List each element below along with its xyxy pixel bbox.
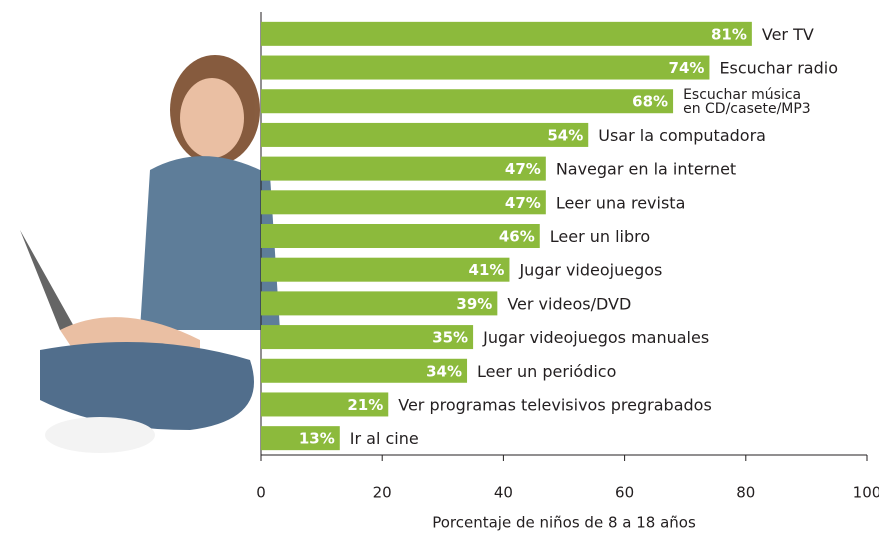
- category-label: Escuchar música en CD/casete/MP3: [683, 87, 811, 117]
- category-label: Leer un libro: [550, 227, 650, 246]
- category-label: Navegar en la internet: [556, 159, 736, 178]
- category-label: Jugar videojuegos manuales: [482, 328, 709, 347]
- x-axis-title: Porcentaje de niños de 8 a 18 años: [432, 514, 696, 532]
- x-tick-label: 20: [373, 484, 392, 502]
- value-label: 47%: [505, 160, 541, 178]
- value-label: 21%: [347, 396, 383, 414]
- bar: [261, 325, 474, 350]
- category-label: Leer una revista: [556, 193, 686, 212]
- value-label: 54%: [547, 126, 583, 144]
- bar: [261, 358, 468, 383]
- value-label: 47%: [505, 194, 541, 212]
- x-tick-label: 100: [853, 484, 879, 502]
- value-label: 74%: [669, 59, 705, 77]
- bar: [261, 190, 546, 215]
- bar: [261, 426, 340, 451]
- value-label: 35%: [432, 329, 468, 347]
- bar: [261, 89, 674, 114]
- x-tick-label: 40: [494, 484, 513, 502]
- category-label: Ver videos/DVD: [507, 294, 631, 313]
- bar: [261, 224, 540, 248]
- category-label: Leer un periódico: [477, 361, 616, 380]
- bar: [261, 156, 546, 181]
- category-label: Usar la computadora: [598, 125, 766, 144]
- category-label: Ver programas televisivos pregrabados: [398, 395, 712, 414]
- value-label: 68%: [632, 93, 668, 111]
- photo: [20, 55, 280, 453]
- value-label: 13%: [299, 430, 335, 448]
- value-label: 34%: [426, 362, 462, 380]
- category-label: Ir al cine: [350, 429, 419, 448]
- value-label: 81%: [711, 25, 747, 43]
- x-tick-label: 60: [615, 484, 634, 502]
- value-label: 46%: [499, 228, 535, 246]
- x-tick-label: 80: [736, 484, 755, 502]
- x-tick-label: 0: [256, 484, 266, 502]
- bar: [261, 257, 510, 282]
- bar: [261, 291, 498, 316]
- category-label: Ver TV: [762, 24, 814, 43]
- bar: [261, 122, 589, 147]
- bar: [261, 392, 389, 417]
- category-label: Escuchar radio: [719, 58, 838, 77]
- bar: [261, 55, 710, 80]
- value-label: 41%: [469, 261, 505, 279]
- bar: [261, 21, 752, 46]
- value-label: 39%: [456, 295, 492, 313]
- category-label: Jugar videojuegos: [518, 260, 662, 279]
